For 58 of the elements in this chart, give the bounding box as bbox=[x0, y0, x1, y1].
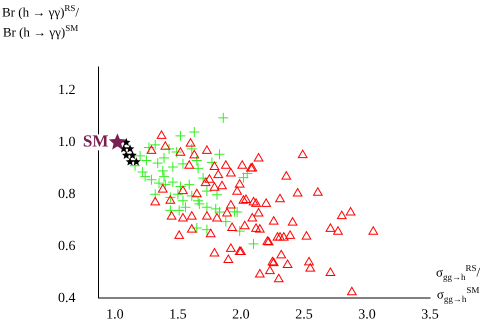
point bbox=[232, 206, 243, 218]
point bbox=[132, 157, 141, 166]
point bbox=[191, 155, 202, 166]
point bbox=[160, 179, 171, 190]
point bbox=[214, 206, 226, 218]
point bbox=[164, 143, 175, 154]
point bbox=[122, 150, 131, 159]
x-tick-label: 3.0 bbox=[358, 307, 376, 322]
point bbox=[126, 157, 134, 166]
point bbox=[210, 203, 222, 214]
y-tick-label: 0.8 bbox=[58, 186, 76, 202]
point bbox=[108, 133, 126, 150]
point bbox=[167, 162, 178, 173]
series-label: SM bbox=[82, 132, 108, 151]
point bbox=[248, 238, 260, 250]
y-tick-label: 0.6 bbox=[58, 238, 76, 254]
point bbox=[220, 216, 232, 228]
point bbox=[174, 130, 186, 142]
x-tick-label: 3.5 bbox=[421, 307, 439, 322]
point bbox=[174, 204, 185, 216]
point bbox=[238, 172, 249, 184]
point bbox=[128, 150, 137, 159]
point bbox=[186, 143, 198, 154]
point bbox=[126, 144, 134, 152]
point bbox=[164, 204, 176, 216]
point bbox=[188, 126, 200, 138]
point bbox=[234, 226, 246, 237]
x-tick-label: 1.5 bbox=[169, 307, 187, 322]
x-tick-label: 2.0 bbox=[232, 307, 250, 322]
y-tick-label: 1.2 bbox=[58, 83, 76, 98]
x-tick-label: 1.0 bbox=[106, 307, 124, 322]
y-tick-label: 1.0 bbox=[58, 135, 76, 150]
point bbox=[184, 179, 195, 190]
point bbox=[164, 192, 176, 203]
point bbox=[143, 142, 154, 154]
point bbox=[206, 156, 218, 168]
point bbox=[229, 206, 240, 218]
point bbox=[171, 146, 182, 158]
point bbox=[150, 188, 161, 200]
point bbox=[177, 158, 188, 170]
y-tick-label: 0.4 bbox=[58, 290, 76, 306]
point bbox=[201, 186, 212, 197]
point bbox=[214, 148, 226, 160]
point bbox=[158, 171, 170, 182]
point bbox=[198, 172, 209, 184]
point bbox=[158, 152, 170, 164]
point bbox=[192, 162, 204, 174]
point bbox=[150, 139, 161, 150]
y-axis-title: Br (h → γγ)$^{RS}$/Br (h → γγ)$^{SM}$ bbox=[2, 2, 80, 42]
point bbox=[194, 198, 205, 210]
point bbox=[154, 178, 164, 189]
point bbox=[201, 202, 212, 213]
point bbox=[191, 222, 202, 234]
x-tick-label: 2.5 bbox=[295, 307, 313, 322]
point bbox=[242, 168, 253, 180]
point bbox=[211, 189, 222, 200]
point bbox=[218, 112, 229, 124]
point bbox=[201, 224, 212, 236]
